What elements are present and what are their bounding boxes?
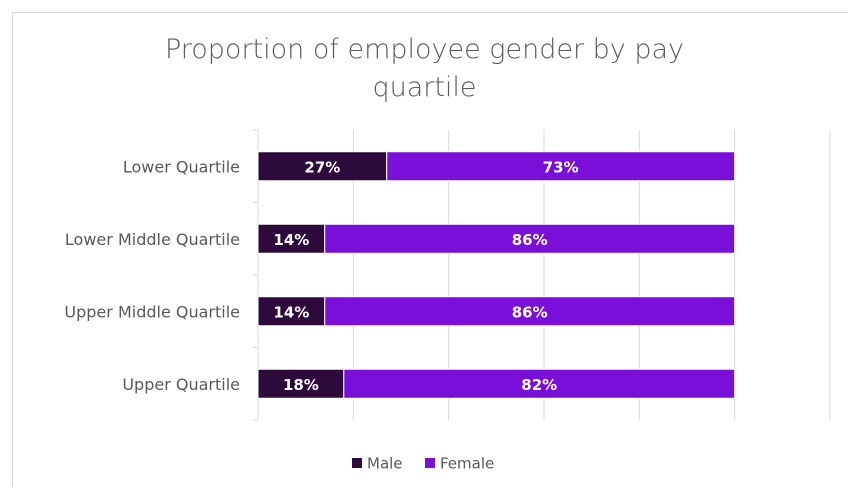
bar-female — [324, 223, 736, 254]
category-label: Upper Middle Quartile — [64, 302, 240, 321]
bar-male — [257, 296, 326, 327]
bar-male — [257, 151, 388, 182]
legend-label-female: Female — [440, 455, 494, 473]
category-label: Upper Quartile — [122, 375, 240, 394]
legend-swatch-male — [352, 458, 362, 468]
chart-title-line-2: quartile — [372, 72, 477, 103]
data-label: 86% — [512, 303, 548, 321]
bar-female — [386, 151, 736, 182]
legend-label-male: Male — [367, 455, 403, 473]
category-label: Lower Quartile — [123, 157, 240, 176]
legend-swatch-female — [425, 458, 435, 468]
data-label: 14% — [273, 231, 309, 249]
category-label: Lower Middle Quartile — [65, 230, 240, 249]
data-label: 27% — [304, 158, 340, 176]
bar-female — [324, 296, 736, 327]
data-label: 73% — [543, 158, 579, 176]
data-label: 86% — [512, 231, 548, 249]
data-label: 18% — [283, 376, 319, 394]
bar-male — [257, 368, 345, 399]
chart-frame — [12, 12, 848, 487]
data-label: 82% — [521, 376, 557, 394]
data-label: 14% — [273, 303, 309, 321]
chart-title-line-1: Proportion of employee gender by pay — [164, 34, 685, 65]
bar-male — [257, 223, 326, 254]
bar-female — [343, 368, 736, 399]
